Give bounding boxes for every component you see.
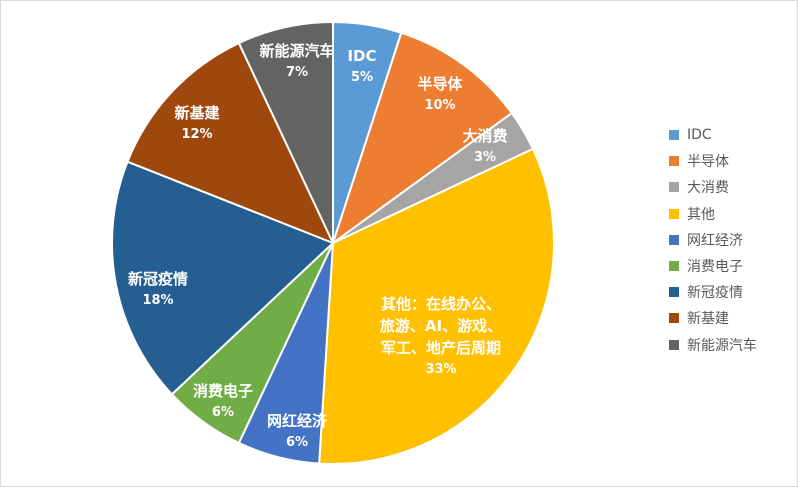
data-label-3: 其他：在线办公、旅游、AI、游戏、军工、地产后周期 33% <box>380 295 502 377</box>
legend-swatch-0 <box>669 130 679 141</box>
legend-item-4: 网红经济 <box>669 227 757 253</box>
legend-item-6: 新冠疫情 <box>669 279 757 305</box>
legend-swatch-6 <box>669 287 679 298</box>
pie-slice-8 <box>237 20 334 244</box>
data-label-2: 大消费 3% <box>462 127 507 165</box>
legend-item-5: 消费电子 <box>669 253 757 279</box>
data-label-name-6-0: 新冠疫情 <box>128 270 188 288</box>
pie-slice-6 <box>110 160 335 396</box>
legend-item-8: 新能源汽车 <box>669 332 757 358</box>
data-label-1: 半导体 10% <box>417 75 463 113</box>
data-label-7: 新基建 12% <box>174 104 220 142</box>
legend-label-4: 网红经济 <box>687 232 743 249</box>
legend-label-0: IDC <box>687 127 712 144</box>
data-label-0: IDC 5% <box>347 47 376 85</box>
pie-slice-1 <box>331 31 514 246</box>
legend-swatch-5 <box>669 261 679 272</box>
data-label-pct-0: 5% <box>351 70 373 85</box>
data-label-pct-6: 18% <box>142 293 173 308</box>
legend-label-8: 新能源汽车 <box>687 337 757 354</box>
data-label-name-1-0: 半导体 <box>417 75 463 93</box>
data-label-pct-2: 3% <box>474 150 496 165</box>
legend-item-1: 半导体 <box>669 148 757 174</box>
data-label-name-3-0: 其他：在线办公、 <box>381 295 501 313</box>
legend-label-5: 消费电子 <box>687 259 743 276</box>
data-label-8: 新能源汽车 7% <box>259 42 334 80</box>
legend-swatch-8 <box>669 339 679 350</box>
data-label-4: 网红经济 6% <box>267 412 328 450</box>
legend-item-7: 新基建 <box>669 305 757 331</box>
legend-swatch-1 <box>669 156 679 167</box>
data-label-name-3-2: 军工、地产后周期 <box>381 339 501 357</box>
pie-slice-7 <box>126 41 335 245</box>
data-label-pct-7: 12% <box>181 127 212 142</box>
data-label-pct-8: 7% <box>286 65 308 80</box>
legend-swatch-2 <box>669 182 679 193</box>
data-label-name-4-0: 网红经济 <box>267 412 328 430</box>
data-label-name-8-0: 新能源汽车 <box>259 42 334 60</box>
data-label-name-7-0: 新基建 <box>174 104 220 122</box>
pie-slice-3 <box>318 147 555 465</box>
data-label-pct-5: 6% <box>212 405 234 420</box>
legend: IDC 半导体大消费其他网红经济消费电子新冠疫情新基建新能源汽车 <box>669 122 757 358</box>
data-label-6: 新冠疫情 18% <box>128 270 188 308</box>
data-label-name-5-0: 消费电子 <box>193 382 253 400</box>
data-label-name-0-0: IDC <box>347 47 376 65</box>
legend-swatch-7 <box>669 313 679 324</box>
legend-label-1: 半导体 <box>687 154 729 171</box>
legend-label-7: 新基建 <box>687 311 729 328</box>
legend-swatch-3 <box>669 208 679 219</box>
legend-label-6: 新冠疫情 <box>687 285 743 302</box>
legend-label-2: 大消费 <box>687 180 729 197</box>
data-label-5: 消费电子 6% <box>193 382 253 420</box>
data-label-pct-3: 33% <box>425 362 456 377</box>
legend-label-3: 其他 <box>687 206 715 223</box>
data-label-pct-4: 6% <box>286 435 308 450</box>
data-label-pct-1: 10% <box>424 98 455 113</box>
legend-item-0: IDC <box>669 122 757 148</box>
legend-item-2: 大消费 <box>669 174 757 200</box>
data-label-name-3-1: 旅游、AI、游戏、 <box>380 317 502 335</box>
legend-swatch-4 <box>669 234 679 245</box>
legend-item-3: 其他 <box>669 201 757 227</box>
data-label-name-2-0: 大消费 <box>462 127 507 145</box>
